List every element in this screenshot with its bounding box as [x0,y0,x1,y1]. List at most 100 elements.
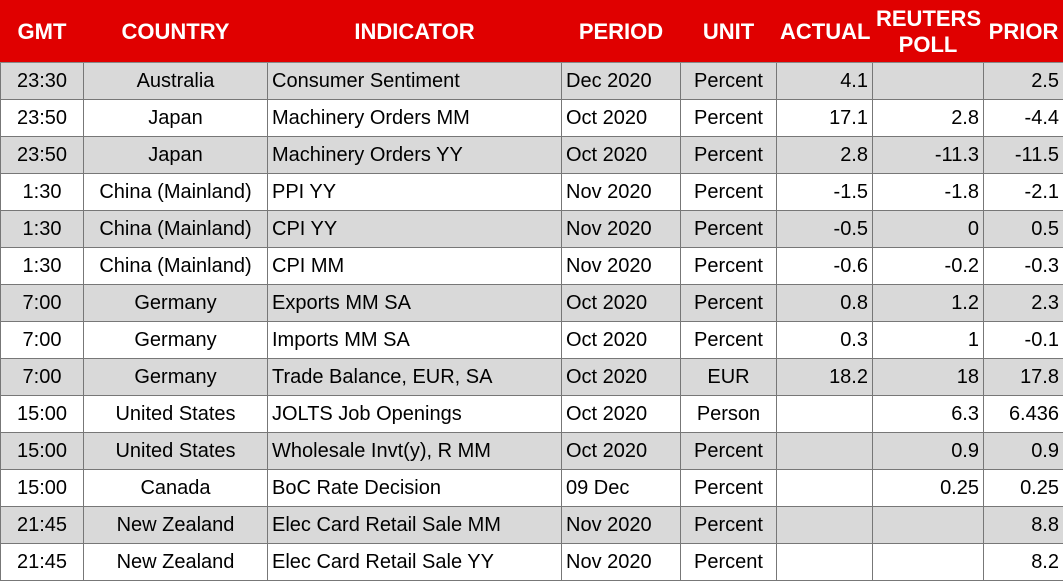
table-cell: 2.3 [984,285,1063,322]
table-cell: Oct 2020 [562,396,681,433]
table-cell: Elec Card Retail Sale MM [268,507,562,544]
table-cell: -0.5 [777,211,873,248]
table-cell: China (Mainland) [84,174,268,211]
column-header: ACTUAL [777,1,873,63]
table-cell: -1.8 [873,174,984,211]
table-cell: Exports MM SA [268,285,562,322]
table-cell: Nov 2020 [562,174,681,211]
table-cell: China (Mainland) [84,248,268,285]
table-cell: 1:30 [1,248,84,285]
table-cell: 8.2 [984,544,1063,581]
table-cell: Australia [84,63,268,100]
table-cell: Percent [681,470,777,507]
table-cell: EUR [681,359,777,396]
table-cell: 21:45 [1,544,84,581]
table-cell [777,544,873,581]
table-cell: 7:00 [1,359,84,396]
table-cell: -0.3 [984,248,1063,285]
table-cell [777,433,873,470]
table-cell: CPI MM [268,248,562,285]
table-cell: Percent [681,248,777,285]
table-cell: Elec Card Retail Sale YY [268,544,562,581]
table-cell: Percent [681,285,777,322]
table-cell: Percent [681,100,777,137]
table-cell: -4.4 [984,100,1063,137]
table-cell: 17.1 [777,100,873,137]
table-cell: 0.9 [873,433,984,470]
table-cell: -0.1 [984,322,1063,359]
table-cell: 1:30 [1,211,84,248]
table-cell: Percent [681,433,777,470]
column-header: GMT [1,1,84,63]
table-cell: -11.3 [873,137,984,174]
table-cell: Oct 2020 [562,359,681,396]
table-cell: 0.5 [984,211,1063,248]
table-cell: -11.5 [984,137,1063,174]
table-cell: 1.2 [873,285,984,322]
table-cell: Nov 2020 [562,507,681,544]
table-cell: 15:00 [1,433,84,470]
table-cell: Germany [84,285,268,322]
table-cell: 21:45 [1,507,84,544]
table-cell: -1.5 [777,174,873,211]
table-cell: Canada [84,470,268,507]
table-cell: Oct 2020 [562,322,681,359]
table-cell [873,63,984,100]
table-cell: 18 [873,359,984,396]
table-cell: Percent [681,507,777,544]
table-cell: 23:50 [1,137,84,174]
table-cell: Percent [681,174,777,211]
table-cell: Dec 2020 [562,63,681,100]
table-cell: 7:00 [1,285,84,322]
table-cell: China (Mainland) [84,211,268,248]
table-cell: 8.8 [984,507,1063,544]
table-cell: 18.2 [777,359,873,396]
table-cell [777,470,873,507]
table-cell: Germany [84,359,268,396]
table-cell: Percent [681,322,777,359]
column-header: REUTERS POLL [873,1,984,63]
table-cell: Oct 2020 [562,100,681,137]
table-cell: 0 [873,211,984,248]
table-cell: Percent [681,137,777,174]
table-cell: 4.1 [777,63,873,100]
table-cell: 0.8 [777,285,873,322]
table-cell [873,544,984,581]
column-header: UNIT [681,1,777,63]
table-cell: 0.25 [873,470,984,507]
table-cell: United States [84,433,268,470]
table-cell: Nov 2020 [562,211,681,248]
table-cell: 15:00 [1,470,84,507]
column-header: PRIOR [984,1,1063,63]
table-cell: Person [681,396,777,433]
table-cell: 2.5 [984,63,1063,100]
table-cell: Oct 2020 [562,285,681,322]
table-cell: 6.436 [984,396,1063,433]
table-cell: Japan [84,100,268,137]
column-header: PERIOD [562,1,681,63]
column-header: COUNTRY [84,1,268,63]
table-cell: 2.8 [777,137,873,174]
table-cell [777,396,873,433]
table-cell: -2.1 [984,174,1063,211]
table-cell: 17.8 [984,359,1063,396]
table-cell: Nov 2020 [562,248,681,285]
table-cell: 1 [873,322,984,359]
table-cell: JOLTS Job Openings [268,396,562,433]
table-cell: 09 Dec [562,470,681,507]
table-cell: 23:50 [1,100,84,137]
table-cell: Machinery Orders YY [268,137,562,174]
